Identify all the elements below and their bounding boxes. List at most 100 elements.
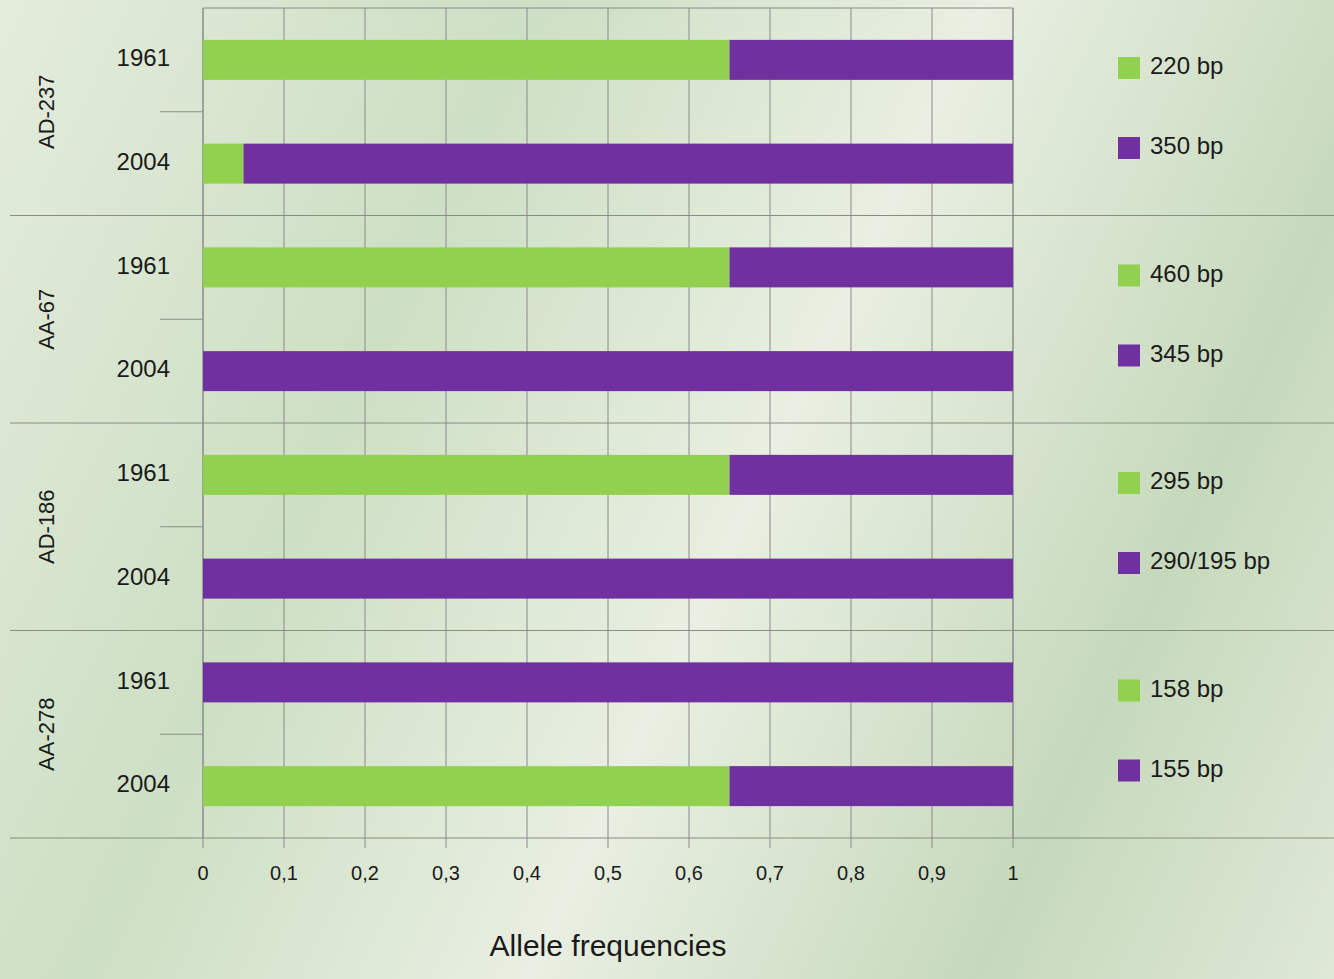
legend-swatch bbox=[1118, 680, 1140, 702]
grid-line bbox=[284, 8, 285, 216]
tick-mark bbox=[1013, 838, 1014, 848]
grid-line bbox=[689, 216, 690, 424]
grid-line bbox=[1013, 216, 1014, 424]
panel: 1961 2004 AA-67 460 bp 345 bp bbox=[10, 216, 1334, 424]
tick-mark bbox=[284, 838, 285, 848]
tick-label: 0,2 bbox=[351, 862, 379, 884]
legend-swatch bbox=[1118, 57, 1140, 79]
bar bbox=[203, 144, 244, 184]
grid-line bbox=[446, 423, 447, 631]
category-label: 1961 bbox=[117, 667, 170, 694]
legend-swatch bbox=[1118, 472, 1140, 494]
panel-border bbox=[10, 838, 1334, 839]
tick-mark bbox=[365, 838, 366, 848]
panel-title: AA-67 bbox=[34, 289, 59, 350]
grid-line bbox=[851, 8, 852, 216]
axis-line bbox=[1013, 423, 1014, 631]
tick-label: 0,5 bbox=[594, 862, 622, 884]
category-label: 1961 bbox=[117, 252, 170, 279]
legend-label: 220 bp bbox=[1150, 52, 1223, 79]
grid-line bbox=[446, 631, 447, 839]
legend-label: 345 bp bbox=[1150, 340, 1223, 367]
grid-line bbox=[284, 423, 285, 631]
grid-line bbox=[851, 631, 852, 839]
legend-label: 158 bp bbox=[1150, 675, 1223, 702]
grid-line bbox=[365, 423, 366, 631]
grid-line bbox=[932, 8, 933, 216]
grid-line bbox=[851, 216, 852, 424]
grid-line bbox=[365, 8, 366, 216]
bars bbox=[203, 455, 1013, 599]
tick-label: 0,6 bbox=[675, 862, 703, 884]
bar bbox=[203, 351, 1013, 391]
grid-line bbox=[689, 423, 690, 631]
bar bbox=[203, 662, 1013, 702]
grid-line bbox=[1013, 8, 1014, 216]
grid-line bbox=[608, 631, 609, 839]
legend-swatch bbox=[1118, 345, 1140, 367]
grid-line bbox=[932, 631, 933, 839]
legend-label: 350 bp bbox=[1150, 132, 1223, 159]
grid-line bbox=[284, 631, 285, 839]
bar bbox=[730, 247, 1014, 287]
category-separator bbox=[160, 111, 203, 112]
bars bbox=[203, 662, 1013, 806]
tick-label: 1 bbox=[1007, 862, 1018, 884]
grid-line bbox=[284, 216, 285, 424]
bar bbox=[203, 559, 1013, 599]
legend-label: 290/195 bp bbox=[1150, 547, 1270, 574]
grid-line bbox=[770, 423, 771, 631]
axis-line bbox=[1013, 216, 1014, 424]
category-separator bbox=[160, 734, 203, 735]
tick-label: 0,4 bbox=[513, 862, 541, 884]
tick-label: 0,7 bbox=[756, 862, 784, 884]
grid-line bbox=[608, 423, 609, 631]
category-label: 2004 bbox=[117, 563, 170, 590]
panel: 1961 2004 AD-186 295 bp 290/195 bp bbox=[10, 423, 1334, 631]
category-separator bbox=[160, 526, 203, 527]
tick-label: 0,1 bbox=[270, 862, 298, 884]
legend-label: 155 bp bbox=[1150, 755, 1223, 782]
panel-title: AD-186 bbox=[34, 489, 59, 564]
bars bbox=[203, 40, 1013, 184]
grid-line bbox=[608, 216, 609, 424]
chart: 1961 2004 AD-237 220 bp 350 bp 1961 2004 AA-67 4… bbox=[0, 0, 1334, 979]
grid-line bbox=[689, 631, 690, 839]
grid-line bbox=[365, 631, 366, 839]
legend-label: 460 bp bbox=[1150, 260, 1223, 287]
panel-border bbox=[10, 630, 1334, 631]
tick-mark bbox=[932, 838, 933, 848]
bar bbox=[730, 766, 1014, 806]
grid-line bbox=[527, 8, 528, 216]
grid-line bbox=[770, 631, 771, 839]
legend-swatch bbox=[1118, 137, 1140, 159]
axis-line bbox=[1013, 8, 1014, 216]
bar bbox=[730, 40, 1014, 80]
grid-line bbox=[608, 8, 609, 216]
grid-line bbox=[527, 423, 528, 631]
grid-line bbox=[932, 216, 933, 424]
tick-mark bbox=[770, 838, 771, 848]
tick-label: 0,9 bbox=[918, 862, 946, 884]
tick-mark bbox=[851, 838, 852, 848]
grid-line bbox=[770, 216, 771, 424]
tick-mark bbox=[689, 838, 690, 848]
bar bbox=[203, 455, 730, 495]
category-label: 1961 bbox=[117, 459, 170, 486]
legend-label: 295 bp bbox=[1150, 467, 1223, 494]
legend-swatch bbox=[1118, 760, 1140, 782]
grid-line bbox=[689, 8, 690, 216]
axis-title: Allele frequencies bbox=[490, 929, 727, 962]
panel-title: AA-278 bbox=[34, 698, 59, 771]
panel-title: AD-237 bbox=[34, 74, 59, 149]
category-separator bbox=[160, 319, 203, 320]
tick-mark bbox=[203, 838, 204, 848]
category-label: 2004 bbox=[117, 355, 170, 382]
bar bbox=[244, 144, 1014, 184]
legend-swatch bbox=[1118, 265, 1140, 287]
tick-mark bbox=[527, 838, 528, 848]
panel-border bbox=[10, 215, 1334, 216]
bar bbox=[203, 247, 730, 287]
category-label: 1961 bbox=[117, 44, 170, 71]
category-label: 2004 bbox=[117, 770, 170, 797]
